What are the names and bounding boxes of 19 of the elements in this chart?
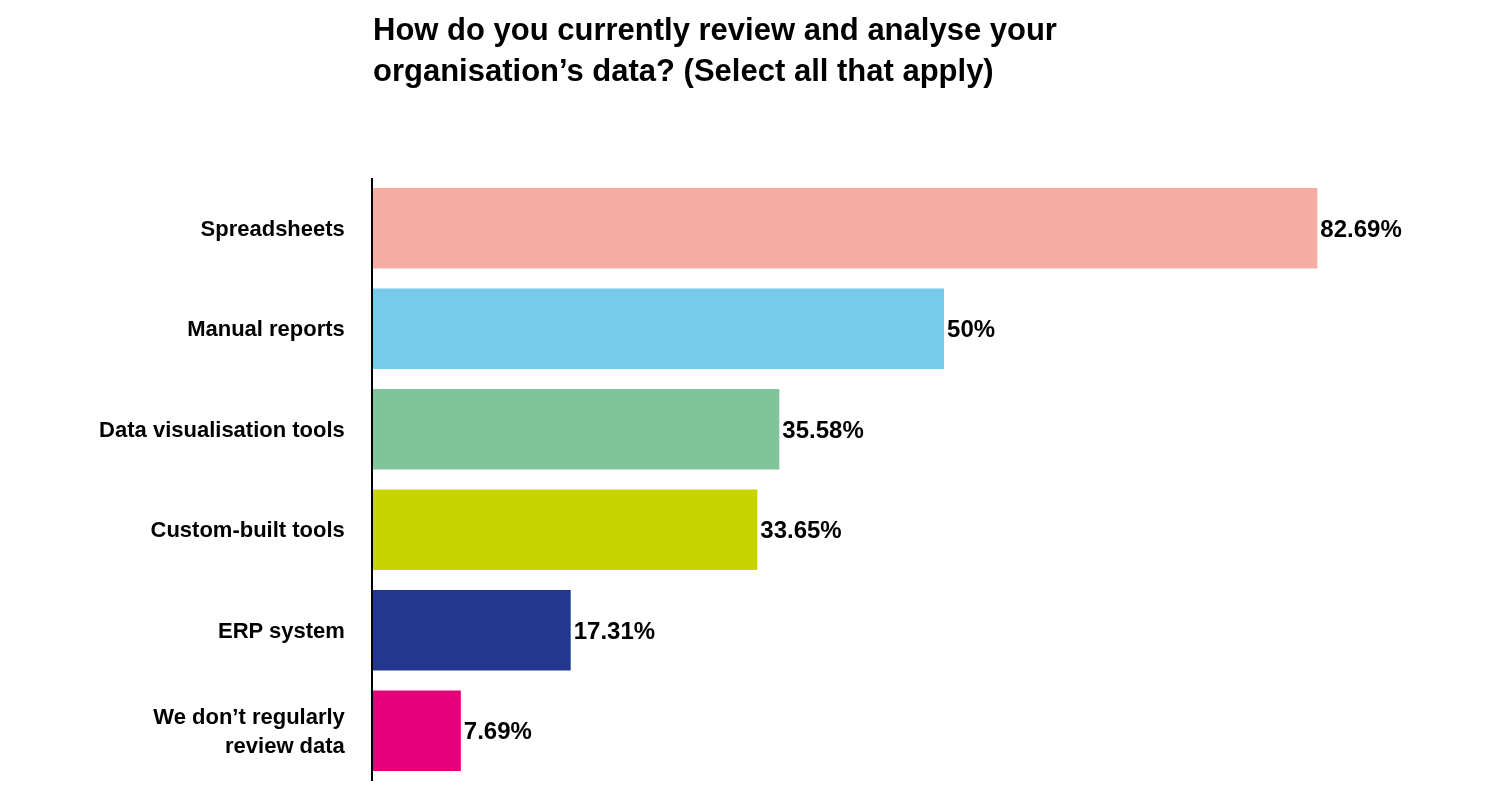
bar (373, 188, 1318, 269)
bar (373, 389, 780, 470)
data-label: 7.69% (463, 717, 532, 745)
y-tick-label: Custom-built tools (150, 517, 345, 543)
data-label: 50% (947, 315, 996, 343)
bar (373, 489, 758, 570)
bar (373, 690, 461, 771)
y-tick-label: Manual reports (187, 316, 345, 342)
y-tick-label: ERP system (218, 617, 345, 643)
data-label: 82.69% (1320, 214, 1402, 242)
y-tick-label: Data visualisation tools (99, 416, 345, 442)
data-label: 17.31% (573, 616, 656, 644)
bar (373, 288, 945, 369)
data-label: 33.65% (760, 516, 842, 544)
chart-title: How do you currently review and analyse your organisation’s data? (Select all that apply) (373, 12, 1057, 88)
bar (373, 590, 571, 671)
y-tick-label: We don’t regularly review data (153, 704, 346, 758)
y-tick-label: Spreadsheets (200, 215, 345, 241)
data-label: 35.58% (782, 415, 864, 443)
